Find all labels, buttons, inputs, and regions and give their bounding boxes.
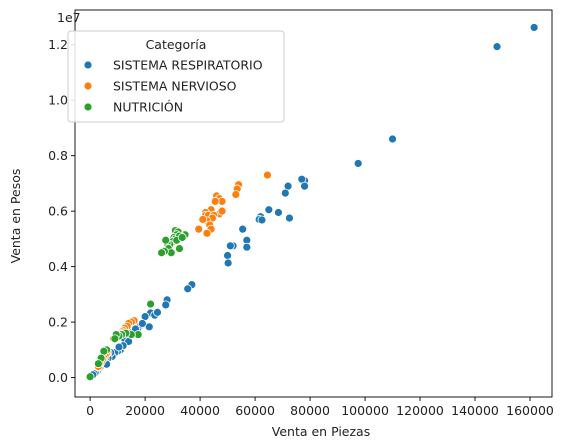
plot-frame xyxy=(74,9,553,398)
data-point xyxy=(300,181,309,191)
data-point xyxy=(146,299,156,309)
y-tick-label: 1.0 xyxy=(48,93,68,108)
data-point xyxy=(217,206,227,216)
data-point xyxy=(280,188,290,198)
y-axis-offset-label: 1e7 xyxy=(57,10,81,25)
data-point xyxy=(114,342,124,352)
x-tick-label: 20000 xyxy=(125,403,165,418)
legend-title: Categoría xyxy=(146,37,207,52)
data-point xyxy=(177,233,187,242)
data-point xyxy=(157,248,167,258)
x-axis-ticks: 0 20000 40000 60000 80000 100000 120000 140000 1… xyxy=(86,397,554,418)
y-tick-label: 0.4 xyxy=(48,259,68,274)
data-point xyxy=(492,42,502,52)
data-point xyxy=(238,224,248,234)
x-axis-label: Venta en Piezas xyxy=(272,424,370,439)
y-tick-label: 0.2 xyxy=(48,315,68,330)
legend-marker xyxy=(83,81,93,91)
y-tick-label: 0.8 xyxy=(48,148,68,163)
legend: Categoría SISTEMA RESPIRATORIO SISTEMA NE… xyxy=(67,30,285,123)
data-point xyxy=(202,228,212,238)
legend-entry-label: NUTRICIÓN xyxy=(113,100,183,115)
x-tick-label: 80000 xyxy=(290,403,330,418)
x-tick-label: 0 xyxy=(86,403,94,418)
points-layer xyxy=(85,23,539,382)
data-point xyxy=(153,307,162,317)
data-point xyxy=(353,159,363,168)
legend-entries: SISTEMA RESPIRATORIO SISTEMA NERVIOSO NUTR… xyxy=(83,58,263,115)
axes-frame xyxy=(74,9,553,398)
data-point xyxy=(210,197,220,206)
x-tick-label: 100000 xyxy=(341,403,389,418)
data-point xyxy=(225,241,235,251)
data-point xyxy=(161,235,171,245)
legend-marker xyxy=(83,60,93,70)
x-tick-label: 120000 xyxy=(396,403,444,418)
data-point xyxy=(388,134,397,144)
legend-box xyxy=(67,30,285,123)
data-point xyxy=(223,258,233,268)
data-point xyxy=(264,205,274,215)
data-point xyxy=(274,208,283,217)
data-point xyxy=(110,334,120,344)
data-point xyxy=(85,372,95,382)
data-point xyxy=(223,251,232,260)
data-point xyxy=(137,319,147,328)
x-tick-label: 160000 xyxy=(506,403,554,418)
data-point xyxy=(263,170,272,180)
data-point xyxy=(198,215,208,224)
data-point xyxy=(93,359,103,369)
y-tick-label: 0.6 xyxy=(48,204,68,219)
data-point xyxy=(175,244,184,253)
y-tick-label: 0.0 xyxy=(48,370,68,385)
legend-marker xyxy=(83,102,93,112)
y-axis-label: Venta en Pesos xyxy=(8,169,23,264)
data-point xyxy=(242,242,252,252)
data-point xyxy=(194,224,204,234)
x-tick-label: 60000 xyxy=(235,403,275,418)
x-tick-label: 140000 xyxy=(451,403,499,418)
data-point xyxy=(529,23,539,32)
y-tick-label: 1.2 xyxy=(48,37,68,52)
data-point xyxy=(161,300,171,310)
x-tick-label: 40000 xyxy=(180,403,220,418)
series-3 xyxy=(85,226,190,382)
legend-entry-label: SISTEMA RESPIRATORIO xyxy=(113,58,263,73)
legend-entry-label: SISTEMA NERVIOSO xyxy=(113,79,237,94)
data-point xyxy=(183,284,193,294)
data-point xyxy=(285,213,294,223)
data-point xyxy=(231,190,241,199)
data-point xyxy=(257,215,267,225)
y-axis-ticks: 0.0 0.2 0.4 0.6 0.8 1.0 1.2 xyxy=(48,37,75,385)
